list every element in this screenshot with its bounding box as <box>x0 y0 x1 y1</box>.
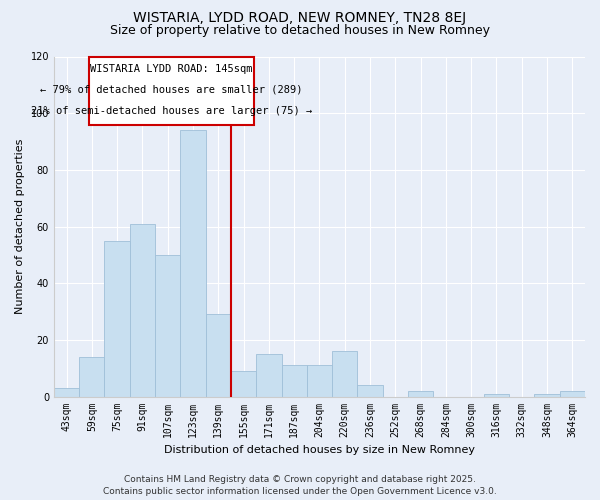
Bar <box>535 394 560 396</box>
Bar <box>256 354 281 397</box>
Text: WISTARIA LYDD ROAD: 145sqm: WISTARIA LYDD ROAD: 145sqm <box>90 64 253 74</box>
Bar <box>560 391 585 396</box>
Bar <box>181 130 206 396</box>
Bar <box>79 357 104 397</box>
Text: Contains HM Land Registry data © Crown copyright and database right 2025.
Contai: Contains HM Land Registry data © Crown c… <box>103 474 497 496</box>
Bar <box>104 240 130 396</box>
Bar <box>231 371 256 396</box>
Bar <box>408 391 433 396</box>
Bar <box>358 385 383 396</box>
Bar <box>332 351 358 397</box>
Bar <box>307 366 332 396</box>
X-axis label: Distribution of detached houses by size in New Romney: Distribution of detached houses by size … <box>164 445 475 455</box>
Text: Size of property relative to detached houses in New Romney: Size of property relative to detached ho… <box>110 24 490 37</box>
Bar <box>484 394 509 396</box>
Text: WISTARIA, LYDD ROAD, NEW ROMNEY, TN28 8EJ: WISTARIA, LYDD ROAD, NEW ROMNEY, TN28 8E… <box>133 11 467 25</box>
FancyBboxPatch shape <box>89 56 254 124</box>
Y-axis label: Number of detached properties: Number of detached properties <box>15 139 25 314</box>
Bar <box>54 388 79 396</box>
Bar <box>281 366 307 396</box>
Bar <box>130 224 155 396</box>
Text: 21% of semi-detached houses are larger (75) →: 21% of semi-detached houses are larger (… <box>31 106 312 116</box>
Text: ← 79% of detached houses are smaller (289): ← 79% of detached houses are smaller (28… <box>40 85 303 95</box>
Bar <box>206 314 231 396</box>
Bar <box>155 255 181 396</box>
